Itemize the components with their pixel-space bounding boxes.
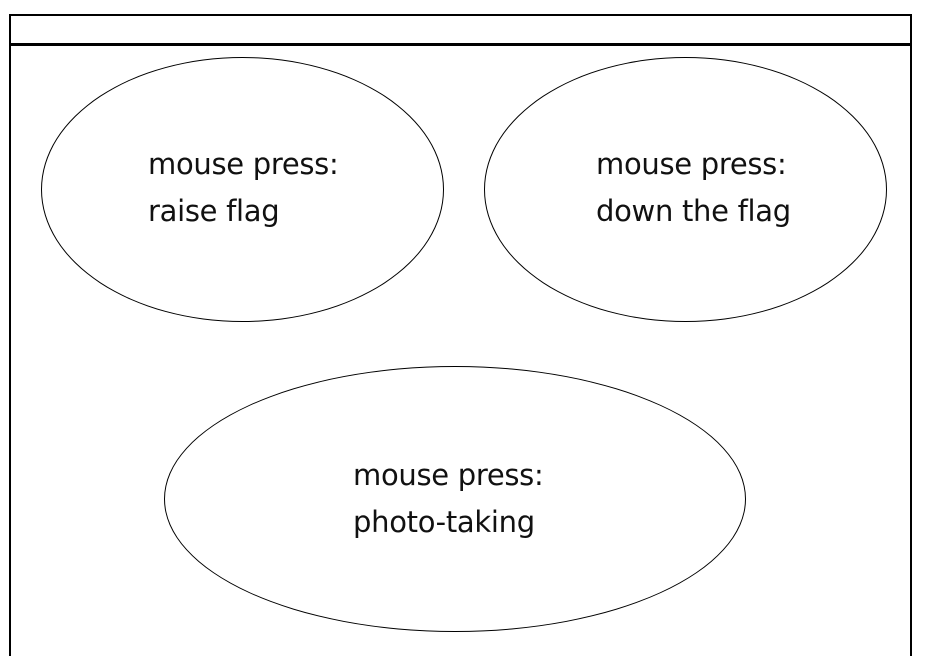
raise-flag-trigger-text: mouse press: [148,147,339,181]
lower-flag-button[interactable]: mouse press: down the flag [484,57,887,322]
lower-flag-button-label: mouse press: down the flag [596,141,791,235]
raise-flag-button-label: mouse press: raise flag [148,141,339,235]
photo-taking-trigger-text: mouse press: [353,458,544,492]
raise-flag-button[interactable]: mouse press: raise flag [41,57,444,322]
raise-flag-action-text: raise flag [148,194,280,228]
photo-taking-button[interactable]: mouse press: photo-taking [164,366,746,632]
photo-taking-button-label: mouse press: photo-taking [353,452,544,546]
lower-flag-action-text: down the flag [596,194,791,228]
photo-taking-action-text: photo-taking [353,505,535,539]
lower-flag-trigger-text: mouse press: [596,147,787,181]
title-bar [11,16,910,46]
app-window: mouse press: raise flag mouse press: dow… [9,14,912,656]
